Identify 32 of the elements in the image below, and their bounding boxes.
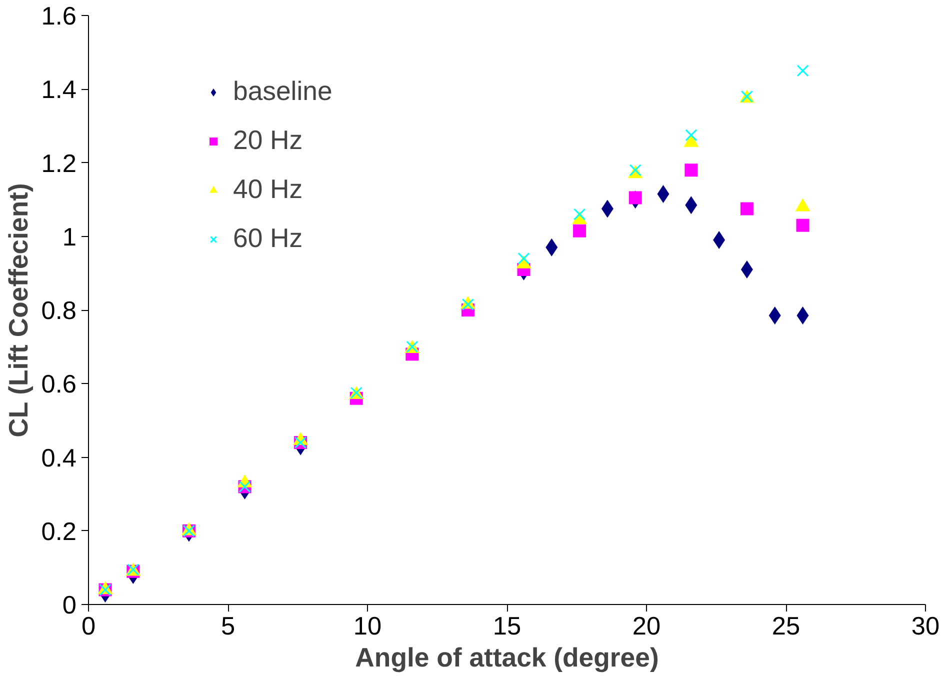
y-tick-label: 1 — [62, 223, 77, 252]
x-tick-label: 15 — [492, 612, 522, 640]
y-tick-label: 1.6 — [41, 2, 77, 30]
point — [796, 64, 809, 77]
legend-label: 60 Hz — [233, 223, 303, 254]
y-axis-title: CL (Lift Coeffecient) — [3, 183, 34, 438]
point — [740, 202, 754, 216]
x-tick-label: 5 — [220, 612, 236, 640]
y-tick-label: 0 — [62, 592, 77, 620]
legend-label: 20 Hz — [233, 125, 303, 156]
y-tick-label: 0.4 — [41, 444, 77, 472]
y-tick-label: 0.8 — [41, 297, 77, 325]
y-tick-label: 1.2 — [41, 150, 77, 178]
y-tick-label: 1.4 — [41, 76, 77, 104]
point — [462, 298, 474, 311]
x-tick-label: 10 — [353, 612, 382, 640]
point — [573, 224, 586, 238]
x-tick-label: 20 — [632, 612, 661, 640]
legend-label: baseline — [233, 76, 332, 107]
point — [573, 208, 586, 220]
x-axis-title: Angle of attack (degree) — [355, 642, 659, 672]
point — [684, 164, 698, 177]
y-tick-label: 0.2 — [41, 518, 77, 546]
legend-label: 40 Hz — [233, 174, 303, 205]
y-tick-label: 0.6 — [41, 370, 77, 399]
point — [796, 218, 810, 232]
x-tick-label: 30 — [911, 612, 940, 640]
point — [628, 191, 642, 204]
x-tick-label: 25 — [772, 612, 800, 640]
point — [518, 252, 530, 265]
x-tick-label: 0 — [81, 612, 96, 640]
point — [685, 129, 698, 142]
